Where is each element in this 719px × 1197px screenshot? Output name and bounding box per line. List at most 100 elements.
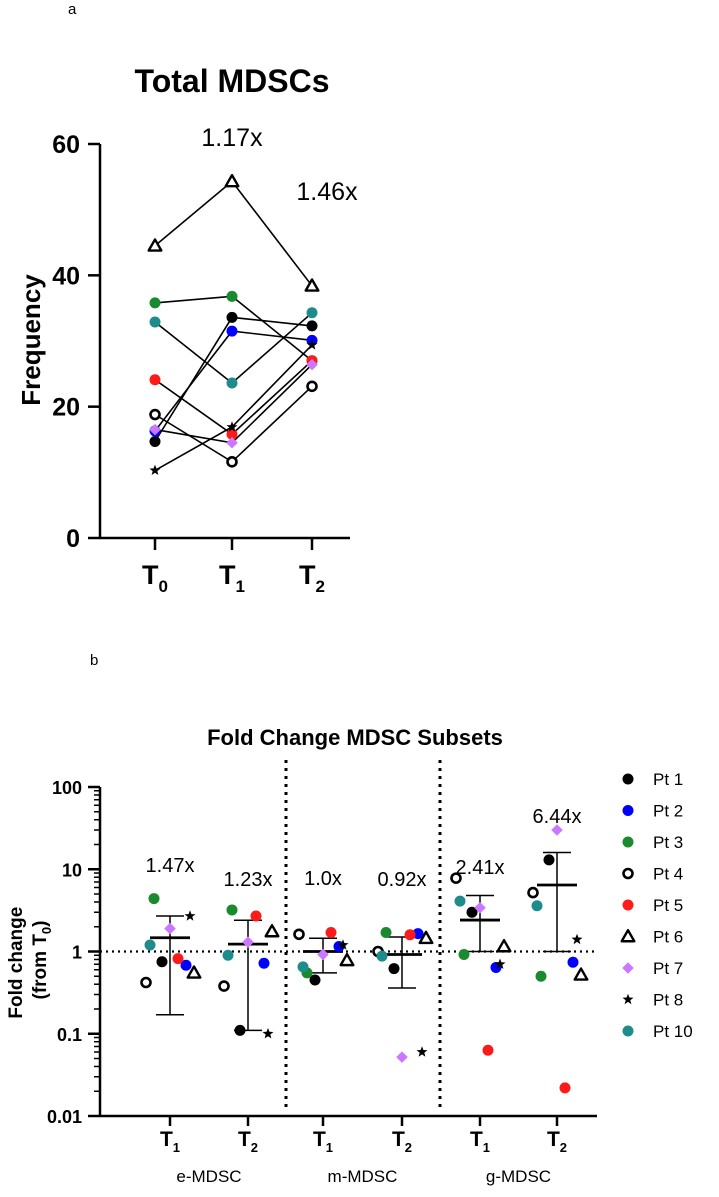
panel-b-letter: b: [90, 652, 98, 669]
panel-b-data-point: [226, 904, 238, 916]
panel-b-data-point: [454, 895, 466, 907]
panel-b-data-point: [250, 910, 262, 922]
panel-b-fold-annotation: 1.47x: [146, 855, 195, 877]
panel-a-x-tick-label-base: T: [299, 560, 316, 590]
panel-a-series-line: [154, 180, 313, 287]
legend-marker: [622, 1025, 634, 1037]
panel-b-data-point: [262, 1028, 274, 1039]
panel-b-data-point: [380, 927, 392, 939]
panel-b-data-point: [144, 939, 156, 951]
legend-label: Pt 3: [653, 833, 683, 852]
panel-b-y-tick-label: 1: [72, 943, 82, 963]
panel-a-x-tick-label: T1: [219, 560, 245, 596]
panel-a-data-point: [226, 290, 238, 302]
panel-b-y-label-line1: Fold change: [6, 907, 27, 1019]
panel-b-data-point: [156, 956, 168, 968]
panel-b-data-point: [317, 948, 329, 961]
panel-a-data-point: [306, 307, 318, 319]
panel-b-data-point: [571, 933, 583, 945]
panel-b-y-tick-label: 100: [52, 778, 82, 798]
panel-b-x-tick-label-sub: 2: [405, 1140, 412, 1155]
panel-a-data-point: [149, 408, 161, 421]
panel-b-data-point: [242, 936, 254, 948]
panel-b-data-point: [418, 930, 434, 945]
panel-a-x-tick-label-sub: 0: [159, 577, 168, 596]
legend-label: Pt 10: [653, 1022, 693, 1041]
panel-a-data-point: [306, 358, 318, 371]
panel-a-letter: a: [68, 1, 77, 18]
panel-a-series-line: [154, 360, 313, 436]
panel-a-data-point: [226, 421, 238, 432]
panel-b-title: Fold Change MDSC Subsets: [207, 725, 503, 750]
panel-b-fold-annotation: 1.0x: [304, 868, 342, 890]
panel-b-data-point: [297, 961, 309, 973]
panel-b-data-point: [535, 970, 547, 982]
panel-b-x-tick-label-base: T: [238, 1128, 251, 1151]
panel-b-group-label: e-MDSC: [176, 1167, 241, 1186]
panel-a-x-tick-label: T0: [142, 560, 168, 596]
panel-b-y-axis-label: Fold change (from T0): [6, 901, 54, 1018]
panel-a-fold-annotation-t2: 1.46x: [296, 178, 358, 206]
panel-a-data-point: [149, 464, 161, 475]
panel-b-data-point: [482, 1044, 494, 1056]
panel-b-data-point: [404, 929, 416, 941]
panel-a-x-tick-label-sub: 2: [316, 577, 325, 596]
panel-a-y-tick-label: 60: [52, 131, 80, 159]
panel-b-x-tick-label: T1: [160, 1128, 180, 1155]
panel-b-y-tick-label: 10: [62, 860, 82, 880]
panel-b-data-point: [567, 956, 579, 968]
panel-b-fold-annotation: 0.92x: [378, 869, 427, 891]
panel-a-x-tick-label: T2: [299, 560, 325, 596]
panel-b-fold-annotation: 1.23x: [224, 869, 273, 891]
panel-a-data-point: [147, 238, 163, 252]
panel-b-data-point: [466, 906, 478, 918]
panel-a-data-point: [149, 423, 161, 436]
legend-marker: [622, 962, 634, 974]
panel-a-data-point: [226, 428, 238, 440]
panel-a-data-point: [149, 316, 161, 328]
legend-label: Pt 2: [653, 802, 683, 821]
panel-b-x-tick-label-base: T: [313, 1128, 326, 1151]
panel-b-data-point: [496, 938, 512, 953]
panel-b-data-point: [376, 950, 388, 962]
panel-b-fold-annotation: 6.44x: [533, 806, 582, 828]
panel-b-data-point: [494, 958, 506, 969]
legend-marker: [622, 993, 634, 1005]
legend-marker: [620, 928, 636, 943]
legend-label: Pt 5: [653, 896, 683, 915]
legend-marker: [622, 867, 634, 880]
legend-label: Pt 8: [653, 991, 683, 1010]
panel-a-x-tick-label-base: T: [219, 560, 236, 590]
panel-b-x-tick-label-sub: 1: [173, 1140, 180, 1155]
panel-b-data-point: [531, 900, 543, 912]
panel-b-data-point: [474, 902, 486, 914]
panel-b-data-point: [164, 922, 176, 935]
panel-b-data-point: [184, 910, 196, 921]
panel-b-data-point: [551, 824, 563, 836]
panel-b-x-tick-label-sub: 1: [483, 1140, 490, 1155]
panel-a-x-tick-label-base: T: [142, 560, 159, 590]
panel-b-data-point: [527, 886, 539, 899]
panel-b-x-tick-label: T2: [238, 1128, 258, 1155]
legend-marker: [622, 899, 634, 911]
panel-b-data-point: [293, 928, 305, 941]
panel-b-y-label-base: (from T: [30, 934, 51, 1000]
panel-b-x-tick-label-base: T: [160, 1128, 173, 1151]
panel-a-data-point: [306, 380, 318, 393]
legend-label: Pt 4: [653, 865, 683, 884]
panel-a-fold-annotation-t1: 1.17x: [201, 124, 263, 152]
panel-b-data-point: [573, 967, 589, 981]
panel-b-data-point: [337, 939, 349, 950]
panel-b-data-point: [218, 980, 230, 992]
panel-b-data-point: [148, 893, 160, 905]
panel-b-data-point: [412, 928, 424, 940]
panel-b-x-tick-label: T2: [547, 1128, 567, 1155]
panel-a-data-point: [149, 297, 161, 309]
panel-b-y-label-sub: 0: [39, 927, 54, 934]
panel-b-data-point: [140, 976, 152, 989]
legend-label: Pt 1: [653, 770, 683, 789]
panel-a-y-tick-label: 20: [52, 394, 80, 422]
panel-b-data-point: [559, 1082, 571, 1094]
panel-a-data-point: [224, 173, 240, 188]
